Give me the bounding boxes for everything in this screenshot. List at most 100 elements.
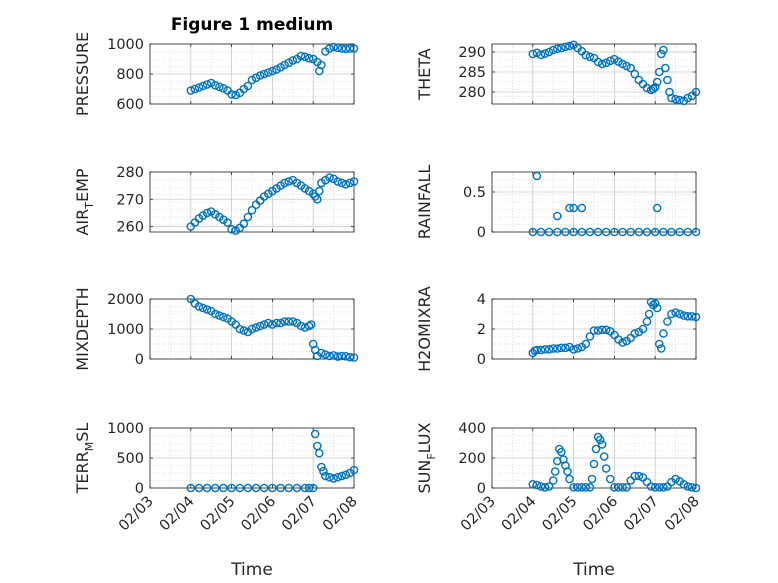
terr-msl-data-point (317, 462, 326, 472)
mixdepth-data-point (239, 326, 249, 335)
terr-msl-data-point (259, 483, 269, 493)
sun-flux-y-tick-label: 0 (477, 481, 486, 497)
theta-y-tick-label: 285 (458, 65, 486, 81)
mixdepth-data-point (306, 320, 316, 329)
rainfall-data-point (634, 227, 644, 237)
theta-data-point (606, 56, 615, 66)
terr-msl-data-point (243, 483, 253, 493)
terr-msl-data-point (304, 483, 314, 493)
mixdepth-data-point (280, 317, 289, 326)
h2omixra-data-point (679, 311, 689, 320)
theta-data-point (593, 57, 603, 67)
mixdepth-data-point (263, 318, 273, 328)
pressure-data-point (251, 73, 261, 83)
theta-data-point (540, 49, 550, 58)
rainfall-data-point (569, 203, 578, 213)
rainfall-data-point (667, 227, 676, 237)
theta-data-point (663, 75, 672, 85)
sun-flux-data-point (687, 482, 697, 492)
h2omixra-data-point (644, 309, 654, 319)
air-temp-data-point (314, 186, 324, 196)
rainfall-data-point (577, 227, 587, 237)
rainfall-data-point (569, 227, 578, 237)
mixdepth-data-point (296, 321, 306, 331)
rainfall-data-point (683, 227, 693, 237)
mixdepth-data-point (345, 352, 355, 362)
h2omixra-data-point (557, 343, 566, 353)
terr-msl-data-point (329, 474, 338, 483)
sun-flux-y-axis-label: SUNFLUX (415, 422, 438, 493)
pressure-data-point (333, 43, 343, 53)
pressure-data-point (255, 71, 265, 80)
pressure-data-point (202, 80, 212, 89)
terr-msl-data-point (194, 483, 204, 493)
rainfall-data-point (536, 227, 546, 237)
theta-data-point (618, 59, 627, 69)
h2omixra-data-point (581, 339, 591, 349)
figure-title: Figure 1 medium (171, 15, 333, 35)
h2omixra-data-point (573, 344, 583, 353)
mixdepth-data-point (337, 351, 347, 361)
sun-flux-data-point (569, 482, 578, 492)
sun-flux-data-point (683, 482, 693, 491)
theta-data-point (532, 48, 542, 58)
pressure-data-point (243, 81, 253, 91)
terr-msl-data-point (310, 429, 320, 439)
h2omixra-data-point (671, 308, 680, 317)
rainfall-data-point (585, 227, 595, 237)
h2omixra-data-point (565, 342, 574, 352)
rainfall-data-point (593, 227, 603, 237)
h2omixra-data-point (589, 326, 599, 335)
air-temp-data-point (337, 178, 347, 188)
pressure-data-point (190, 84, 200, 94)
terr-msl-data-point (321, 471, 330, 481)
mixdepth-data-point (198, 303, 208, 313)
theta-data-point (548, 45, 558, 55)
sun-flux-data-point (614, 482, 623, 492)
mixdepth-data-point (341, 351, 351, 361)
theta-data-point (601, 58, 611, 68)
air-temp-data-point (239, 219, 249, 229)
sun-flux-y-tick-label: 400 (458, 421, 486, 437)
pressure-data-point (337, 44, 347, 53)
pressure-data-point (198, 81, 208, 91)
mixdepth-data-point (349, 353, 359, 362)
h2omixra-data-point (536, 345, 546, 355)
h2omixra-data-point (593, 326, 603, 335)
sun-flux-data-point (565, 474, 574, 484)
rainfall-data-point (561, 227, 570, 237)
theta-data-point (650, 82, 660, 92)
sun-flux-data-point (659, 482, 668, 492)
sun-flux-data-point (691, 483, 701, 493)
air-temp-y-tick-label: 280 (116, 165, 144, 181)
sun-flux-data-point (573, 482, 583, 492)
mixdepth-data-point (194, 302, 204, 311)
terr-msl-y-tick-label: 1000 (107, 421, 144, 437)
pressure-data-point (272, 65, 281, 74)
theta-data-point (557, 43, 566, 53)
mixdepth-data-point (272, 318, 281, 328)
h2omixra-data-point (548, 344, 558, 353)
pressure-data-point (329, 42, 338, 52)
sun-flux-data-point (587, 474, 597, 484)
sun-flux-data-point (646, 482, 656, 491)
rainfall-data-point (532, 171, 542, 181)
sun-flux-data-point (550, 467, 560, 476)
rainfall-y-tick-label: 0.5 (463, 185, 486, 201)
air-temp-data-point (202, 208, 212, 218)
h2omixra-data-point (675, 309, 685, 319)
terr-msl-data-point (292, 483, 302, 493)
h2omixra-data-point (544, 344, 554, 354)
pressure-data-point (259, 69, 269, 79)
pressure-data-point (194, 83, 204, 92)
air-temp-data-point (243, 212, 253, 222)
h2omixra-data-point (657, 344, 666, 353)
rainfall-data-point (553, 211, 562, 221)
terr-msl-data-point (210, 483, 220, 493)
pressure-data-point (349, 44, 359, 53)
terr-msl-data-point (227, 483, 236, 493)
mixdepth-data-point (329, 351, 338, 360)
sun-flux-data-point (585, 482, 595, 492)
theta-data-point (661, 63, 670, 73)
pressure-data-point (227, 90, 236, 99)
